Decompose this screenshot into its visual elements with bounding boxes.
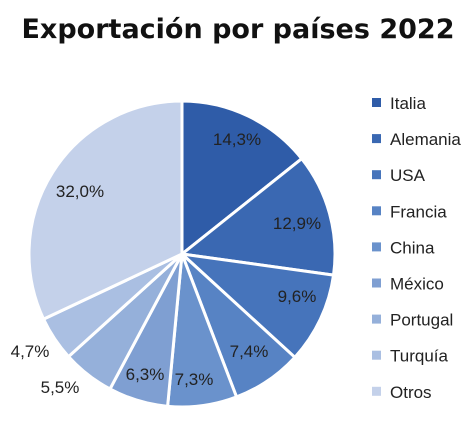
legend-item: Alemania [372,130,461,149]
slice-value-label: 4,7% [11,342,50,361]
slice-value-label: 12,9% [273,214,321,233]
legend-item: China [372,238,435,257]
slice-value-label: 7,3% [175,370,214,389]
pie-slice-alemania [180,157,337,277]
legend-item: México [372,275,444,294]
legend-swatch [372,170,381,180]
legend-swatch [372,314,381,324]
legend-label: Turquía [390,347,449,366]
legend-item: USA [372,166,426,185]
legend-swatch [372,350,381,360]
legend-swatch [372,386,381,396]
slice-value-label: 5,5% [41,378,80,397]
legend-item: Francia [372,202,447,221]
slice-value-label: 9,6% [278,287,317,306]
legend-item: Portugal [372,311,453,330]
legend-swatch [372,98,381,107]
pie-slices [27,99,337,409]
pie-slice-labels: 14,3% 12,9% 9,6% 7,4% 7,3% 6,3% 5,5% 4,7% 32,0% [11,130,321,397]
legend-swatch [372,206,381,216]
slice-value-label: 6,3% [126,365,165,384]
legend-label: Italia [390,94,426,113]
chart-legend: Italia Alemania USA Francia China México Portu… [372,94,461,402]
legend-swatch [372,242,381,252]
slice-value-label: 14,3% [213,130,261,149]
legend-label: USA [390,166,426,185]
slice-value-label: 32,0% [56,182,104,201]
legend-item: Turquía [372,347,449,366]
legend-label: Otros [390,383,432,402]
legend-item: Otros [372,383,432,402]
legend-label: Francia [390,202,447,221]
pie-slice-italia [180,99,304,256]
legend-item: Italia [372,94,426,113]
legend-label: Portugal [390,311,453,330]
legend-swatch [372,278,381,288]
slice-value-label: 7,4% [230,342,269,361]
legend-label: China [390,238,435,257]
pie-slice-otros [27,99,184,321]
legend-label: Alemania [390,130,461,149]
legend-label: México [390,275,444,294]
chart-title: Exportación por países 2022 [21,14,454,45]
pie-slice-usa [180,252,336,359]
legend-swatch [372,134,381,144]
